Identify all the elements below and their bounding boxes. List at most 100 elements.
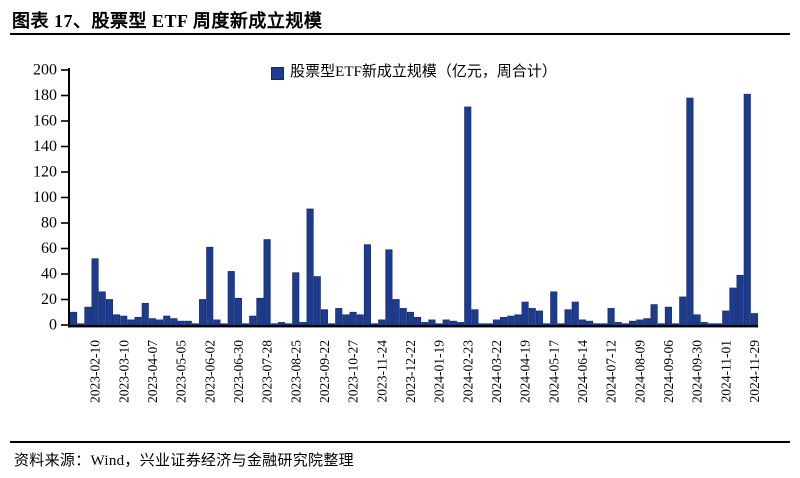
bar <box>672 323 680 326</box>
bar <box>98 291 106 326</box>
x-tick-label: 2023-09-22 <box>317 340 332 403</box>
bar <box>105 299 113 326</box>
bar <box>263 239 271 326</box>
bar <box>385 249 393 326</box>
bar <box>363 244 371 326</box>
bar <box>371 323 379 326</box>
bar <box>621 323 629 326</box>
y-tick-label: 100 <box>33 189 57 206</box>
x-tick-label: 2023-11-24 <box>374 340 389 403</box>
bar <box>249 315 257 326</box>
y-tick <box>61 120 68 122</box>
bar <box>586 320 594 326</box>
x-tick-label: 2023-04-07 <box>145 340 160 403</box>
bar <box>428 319 436 326</box>
x-tick-label: 2023-10-27 <box>346 340 361 403</box>
y-tick <box>61 94 68 97</box>
x-tick-label: 2023-06-02 <box>202 340 217 403</box>
bar <box>514 314 522 326</box>
bar <box>342 314 350 326</box>
x-tick-label: 2024-02-23 <box>460 340 475 403</box>
bar <box>406 311 414 326</box>
y-tick <box>61 145 68 148</box>
bar <box>392 299 400 326</box>
bar <box>163 315 171 326</box>
bar <box>421 322 429 326</box>
x-tick-label: 2023-05-05 <box>174 340 189 403</box>
y-tick-label: 20 <box>41 291 57 308</box>
bar <box>292 272 300 326</box>
bar <box>77 323 85 326</box>
bar <box>557 323 565 326</box>
bar <box>148 318 156 326</box>
bar <box>657 323 665 326</box>
bar <box>535 310 543 326</box>
bar <box>191 323 199 326</box>
x-tick-label: 2024-09-06 <box>661 340 676 403</box>
bar <box>700 322 708 326</box>
bar <box>743 93 751 326</box>
bar <box>643 318 651 326</box>
bar <box>457 322 465 326</box>
bar <box>578 319 586 326</box>
y-axis <box>68 68 70 328</box>
y-tick-label: 80 <box>41 215 57 232</box>
y-tick-label: 140 <box>33 138 57 155</box>
bar <box>607 308 615 326</box>
bar <box>70 311 78 326</box>
bar <box>120 315 128 326</box>
bar <box>156 319 164 326</box>
bar <box>600 323 608 326</box>
bar <box>170 318 178 326</box>
bar <box>693 314 701 326</box>
bar <box>507 315 515 326</box>
bar <box>320 309 328 326</box>
bar <box>442 319 450 326</box>
bar <box>127 319 135 326</box>
bar <box>356 314 364 326</box>
bar <box>399 308 407 326</box>
x-tick-label: 2024-01-19 <box>432 340 447 403</box>
x-tick-label: 2023-06-30 <box>231 340 246 403</box>
bar <box>213 319 221 326</box>
bar <box>543 323 551 326</box>
bar <box>414 317 422 326</box>
bar <box>242 323 250 326</box>
bar <box>91 258 99 326</box>
title-divider <box>10 33 790 36</box>
y-tick <box>61 324 68 326</box>
x-tick-label: 2024-07-12 <box>604 340 619 403</box>
bar <box>199 299 207 326</box>
y-tick <box>61 196 68 199</box>
x-tick-label: 2023-02-10 <box>88 340 103 403</box>
bar <box>313 276 321 326</box>
bar <box>256 297 264 326</box>
y-tick <box>61 69 68 71</box>
bar <box>736 274 744 326</box>
x-tick-label: 2023-12-22 <box>403 340 418 403</box>
legend-label: 股票型ETF新成立规模（亿元，周合计） <box>290 64 557 80</box>
y-tick-label: 180 <box>33 87 57 104</box>
y-tick-label: 0 <box>49 317 57 334</box>
bar <box>664 306 672 326</box>
y-tick <box>61 171 68 173</box>
bar <box>184 320 192 326</box>
footer-divider <box>10 441 790 443</box>
y-tick <box>61 273 68 275</box>
bar <box>715 323 723 326</box>
bar <box>750 313 758 326</box>
bar <box>571 301 579 326</box>
y-tick-label: 120 <box>33 164 57 181</box>
bar <box>550 291 558 326</box>
bar <box>614 322 622 326</box>
bar <box>349 311 357 326</box>
x-tick-label: 2024-04-19 <box>518 340 533 403</box>
bar <box>285 323 293 326</box>
bar <box>564 309 572 326</box>
bar <box>500 317 508 326</box>
bar <box>227 271 235 326</box>
bar <box>686 97 694 326</box>
bar <box>629 320 637 326</box>
bar <box>485 323 493 326</box>
x-tick-label: 2024-05-17 <box>546 340 561 403</box>
